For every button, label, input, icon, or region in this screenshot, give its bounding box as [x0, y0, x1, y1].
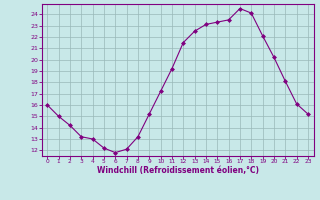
X-axis label: Windchill (Refroidissement éolien,°C): Windchill (Refroidissement éolien,°C) — [97, 166, 259, 175]
